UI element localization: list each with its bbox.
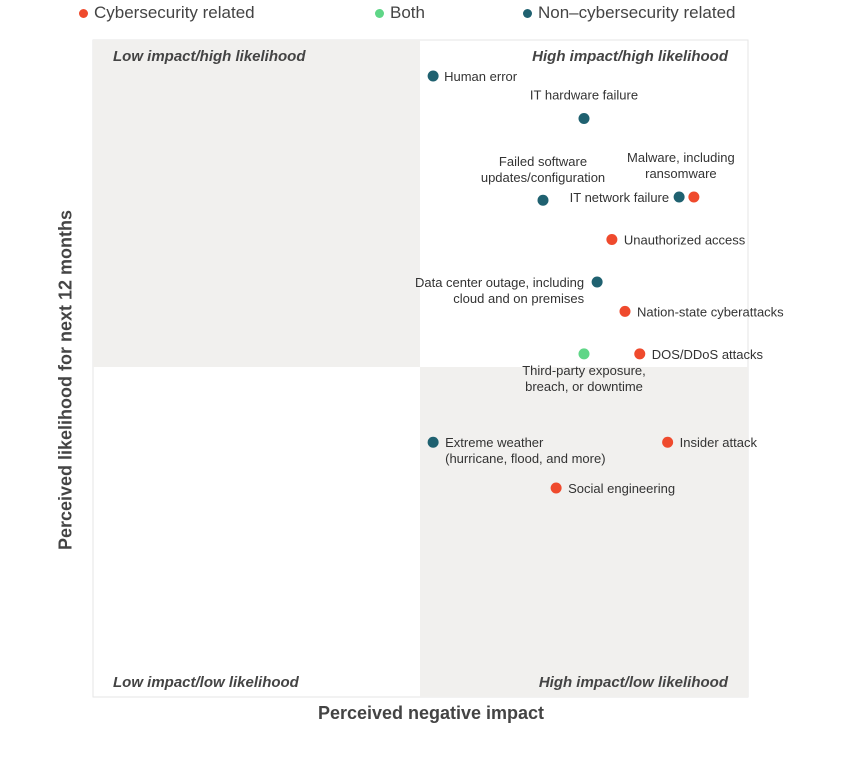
data-label-third-party-exposure-breach-or-downtime: Third-party exposure, breach, or downtime: [522, 363, 646, 394]
data-label-failed-software-updates-configuration: Failed software updates/configuration: [481, 154, 605, 185]
legend-label-non-cyber: Non–cybersecurity related: [538, 3, 736, 22]
data-label-it-hardware-failure: IT hardware failure: [530, 87, 638, 102]
data-point-extreme-weather-hurricane-flood-and-more: [427, 436, 439, 448]
x-axis-label: Perceived negative impact: [317, 703, 545, 723]
data-point-human-error: [427, 70, 439, 82]
data-point-insider-attack: [662, 436, 674, 448]
data-point-malware-including-ransomware: [688, 191, 700, 203]
data-point-data-center-outage-including-cloud-and-on-premises: [591, 276, 603, 288]
data-label-dos-ddos-attacks: DOS/DDoS attacks: [652, 347, 764, 362]
data-label-it-network-failure: IT network failure: [570, 190, 669, 205]
quadrant-top-left: [93, 40, 420, 367]
legend-item-cyber: Cybersecurity related: [79, 3, 255, 23]
data-label-malware-including-ransomware: Malware, including ransomware: [627, 150, 735, 181]
quadrant-bottom-right: [420, 367, 748, 697]
quadrant-label-layer: Low impact/high likelihood High impact/hi…: [113, 48, 729, 691]
data-label-unauthorized-access: Unauthorized access: [624, 232, 746, 247]
data-label-insider-attack: Insider attack: [680, 435, 758, 450]
quadrant-layer: [92, 39, 749, 698]
legend-dot-non-cyber-icon: [523, 8, 532, 18]
legend-dot-cyber-icon: [79, 8, 88, 18]
data-point-third-party-exposure-breach-or-downtime: [578, 348, 590, 360]
data-point-social-engineering: [550, 482, 562, 494]
data-label-nation-state-cyberattacks: Nation-state cyberattacks: [637, 304, 784, 319]
data-label-social-engineering: Social engineering: [568, 481, 675, 496]
legend-item-both: Both: [375, 3, 425, 23]
data-point-nation-state-cyberattacks: [619, 305, 631, 317]
data-point-unauthorized-access: [606, 233, 618, 245]
legend-item-non-cyber: Non–cybersecurity related: [523, 3, 735, 23]
legend-dot-both-icon: [375, 8, 384, 18]
legend: Cybersecurity related Both Non–cybersecu…: [0, 3, 862, 27]
data-label-data-center-outage-including-cloud-and-on-premises: Data center outage, including cloud and o…: [415, 275, 585, 306]
data-label-human-error: Human error: [444, 69, 518, 84]
quadrant-label-top-left: Low impact/high likelihood: [113, 48, 306, 65]
quadrant-label-bottom-right: High impact/low likelihood: [539, 674, 729, 691]
legend-label-cyber: Cybersecurity related: [94, 3, 255, 22]
data-label-extreme-weather-hurricane-flood-and-more: Extreme weather (hurricane, flood, and mo…: [445, 435, 605, 466]
data-point-dos-ddos-attacks: [634, 348, 646, 360]
y-axis-label: Perceived likelihood for next 12 months: [55, 209, 76, 551]
data-point-it-hardware-failure: [578, 112, 590, 124]
data-point-failed-software-updates-configuration: [537, 194, 549, 206]
data-point-it-network-failure: [673, 191, 685, 203]
point-layer: Human error IT hardware failure Failed sof…: [415, 69, 784, 496]
legend-label-both: Both: [390, 3, 425, 22]
quadrant-label-bottom-left: Low impact/low likelihood: [113, 674, 300, 691]
quadrant-label-top-right: High impact/high likelihood: [532, 48, 729, 65]
